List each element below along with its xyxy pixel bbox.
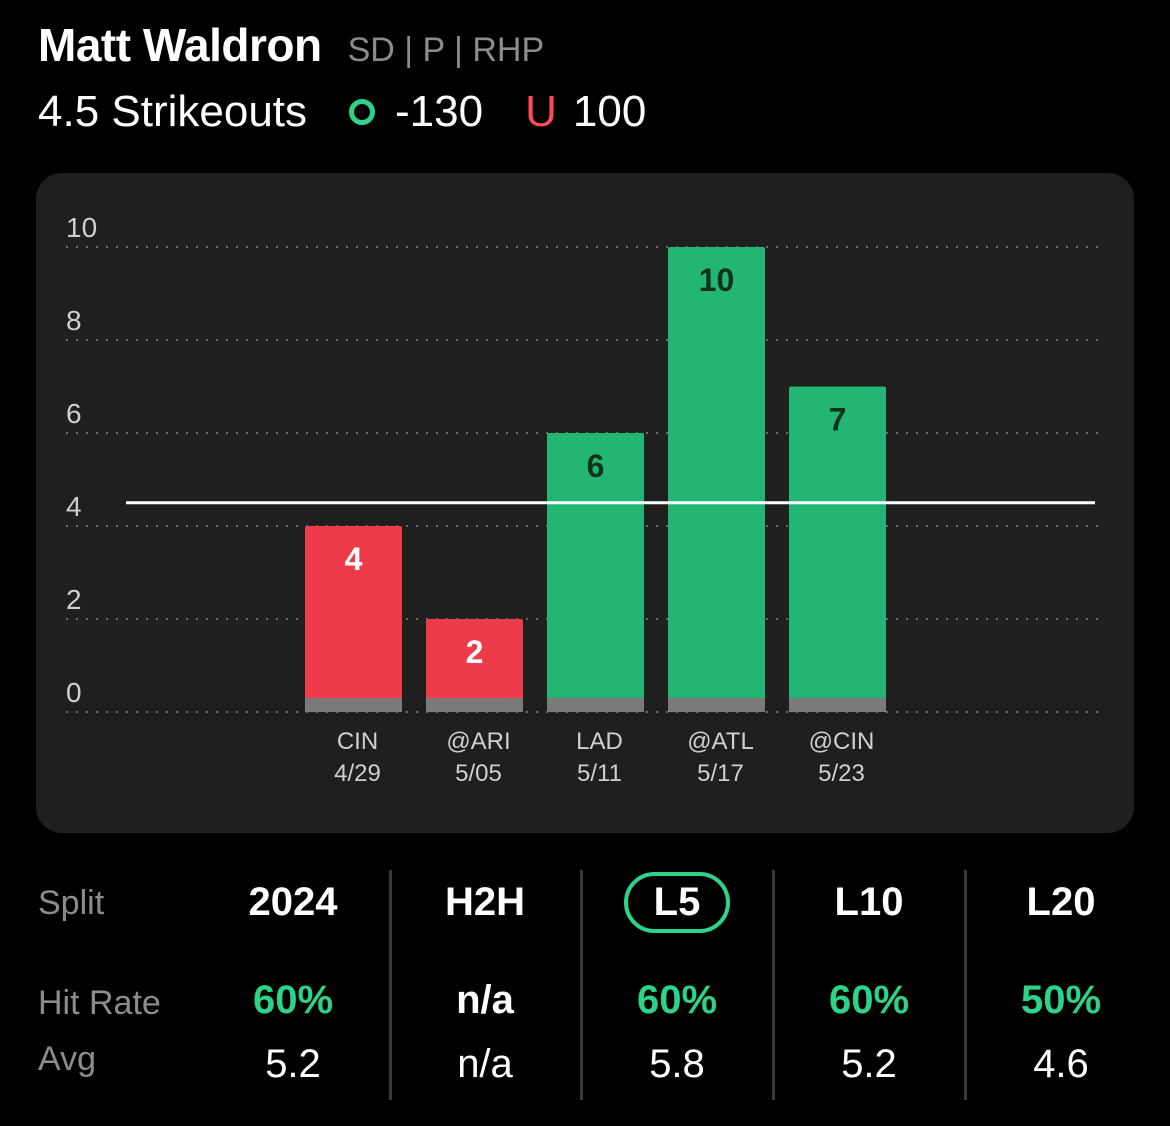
- over-circle-icon[interactable]: [349, 99, 376, 125]
- bar: [668, 247, 765, 712]
- bar-value-label: 6: [587, 448, 605, 484]
- x-tick-label: CIN: [337, 728, 378, 755]
- bar-value-label: 7: [829, 402, 847, 438]
- over-odds[interactable]: -130: [395, 87, 484, 136]
- avg-value: n/a: [457, 1042, 513, 1086]
- bar-value-label: 2: [466, 634, 484, 670]
- hit-rate-row-label: Hit Rate: [38, 984, 161, 1022]
- under-odds[interactable]: 100: [572, 87, 647, 136]
- x-tick-label: @ATL: [687, 728, 754, 755]
- split-tab-l20[interactable]: L20: [1026, 880, 1096, 924]
- avg-value: 4.6: [1033, 1042, 1089, 1086]
- bar-base: [426, 698, 523, 712]
- bar: [789, 386, 886, 712]
- hit-rate-value: 60%: [636, 978, 718, 1022]
- avg-row-label: Avg: [38, 1040, 96, 1078]
- player-meta: SD | P | RHP: [347, 31, 545, 69]
- strikeouts-chart-card: 0 2 4 6 8 10 4 CIN 4/29 2 @ARI 5/05 6 LAD 5/11 10 @ATL 5/…: [36, 173, 1134, 833]
- hit-rate-value: 50%: [1020, 978, 1102, 1022]
- column-divider: [389, 870, 392, 1100]
- avg-value: 5.8: [649, 1042, 705, 1086]
- bar-value-label: 4: [345, 541, 363, 577]
- player-name-row: Matt Waldron SD | P | RHP: [38, 18, 1150, 74]
- column-divider: [964, 870, 967, 1100]
- splits-table: Split Hit Rate Avg 2024 60% 5.2 H2H n/a …: [0, 860, 1170, 1126]
- player-header: Matt Waldron SD | P | RHP 4.5 Strikeouts…: [38, 18, 1150, 142]
- x-tick-label: @ARI: [446, 728, 510, 755]
- bar-value-label: 10: [699, 262, 735, 298]
- x-tick-label: 5/17: [697, 760, 744, 787]
- avg-value: 5.2: [841, 1042, 897, 1086]
- hit-rate-value: 60%: [252, 978, 334, 1022]
- selected-split-pill[interactable]: L5: [623, 872, 731, 933]
- bar-base: [668, 698, 765, 712]
- bar-base: [305, 698, 402, 712]
- column-divider: [772, 870, 775, 1100]
- y-tick-label: 0: [66, 677, 82, 708]
- x-tick-label: 4/29: [334, 760, 381, 787]
- x-tick-label: 5/05: [455, 760, 502, 787]
- split-tab-h2h[interactable]: H2H: [444, 880, 526, 924]
- bar: [305, 526, 402, 712]
- split-tab-l5[interactable]: L5: [587, 872, 767, 933]
- bar-base: [789, 698, 886, 712]
- x-tick-label: 5/11: [577, 760, 622, 787]
- under-letter-icon[interactable]: U: [525, 87, 557, 136]
- hit-rate-value: n/a: [456, 978, 514, 1022]
- y-tick-label: 4: [66, 491, 82, 522]
- hit-rate-value: 60%: [828, 978, 910, 1022]
- bar: [426, 619, 523, 712]
- y-tick-label: 6: [66, 398, 82, 429]
- prop-line-label: 4.5 Strikeouts: [38, 87, 308, 136]
- split-tab-2024[interactable]: 2024: [248, 880, 338, 924]
- column-divider: [580, 870, 583, 1100]
- x-tick-label: LAD: [576, 728, 623, 755]
- split-tab-l10[interactable]: L10: [834, 880, 904, 924]
- y-tick-label: 8: [66, 305, 82, 336]
- y-tick-label: 10: [66, 212, 97, 243]
- prop-line-row: 4.5 Strikeouts -130 U 100: [38, 82, 1150, 142]
- avg-value: 5.2: [265, 1042, 321, 1086]
- player-name: Matt Waldron: [38, 19, 322, 71]
- x-tick-label: 5/23: [818, 760, 865, 787]
- y-tick-label: 2: [66, 584, 82, 615]
- x-tick-label: @CIN: [809, 728, 875, 755]
- strikeouts-bar-chart: 0 2 4 6 8 10 4 CIN 4/29 2 @ARI 5/05 6 LAD 5/11 10 @ATL 5/…: [66, 212, 1102, 787]
- split-row-label: Split: [38, 884, 105, 922]
- bar-base: [547, 698, 644, 712]
